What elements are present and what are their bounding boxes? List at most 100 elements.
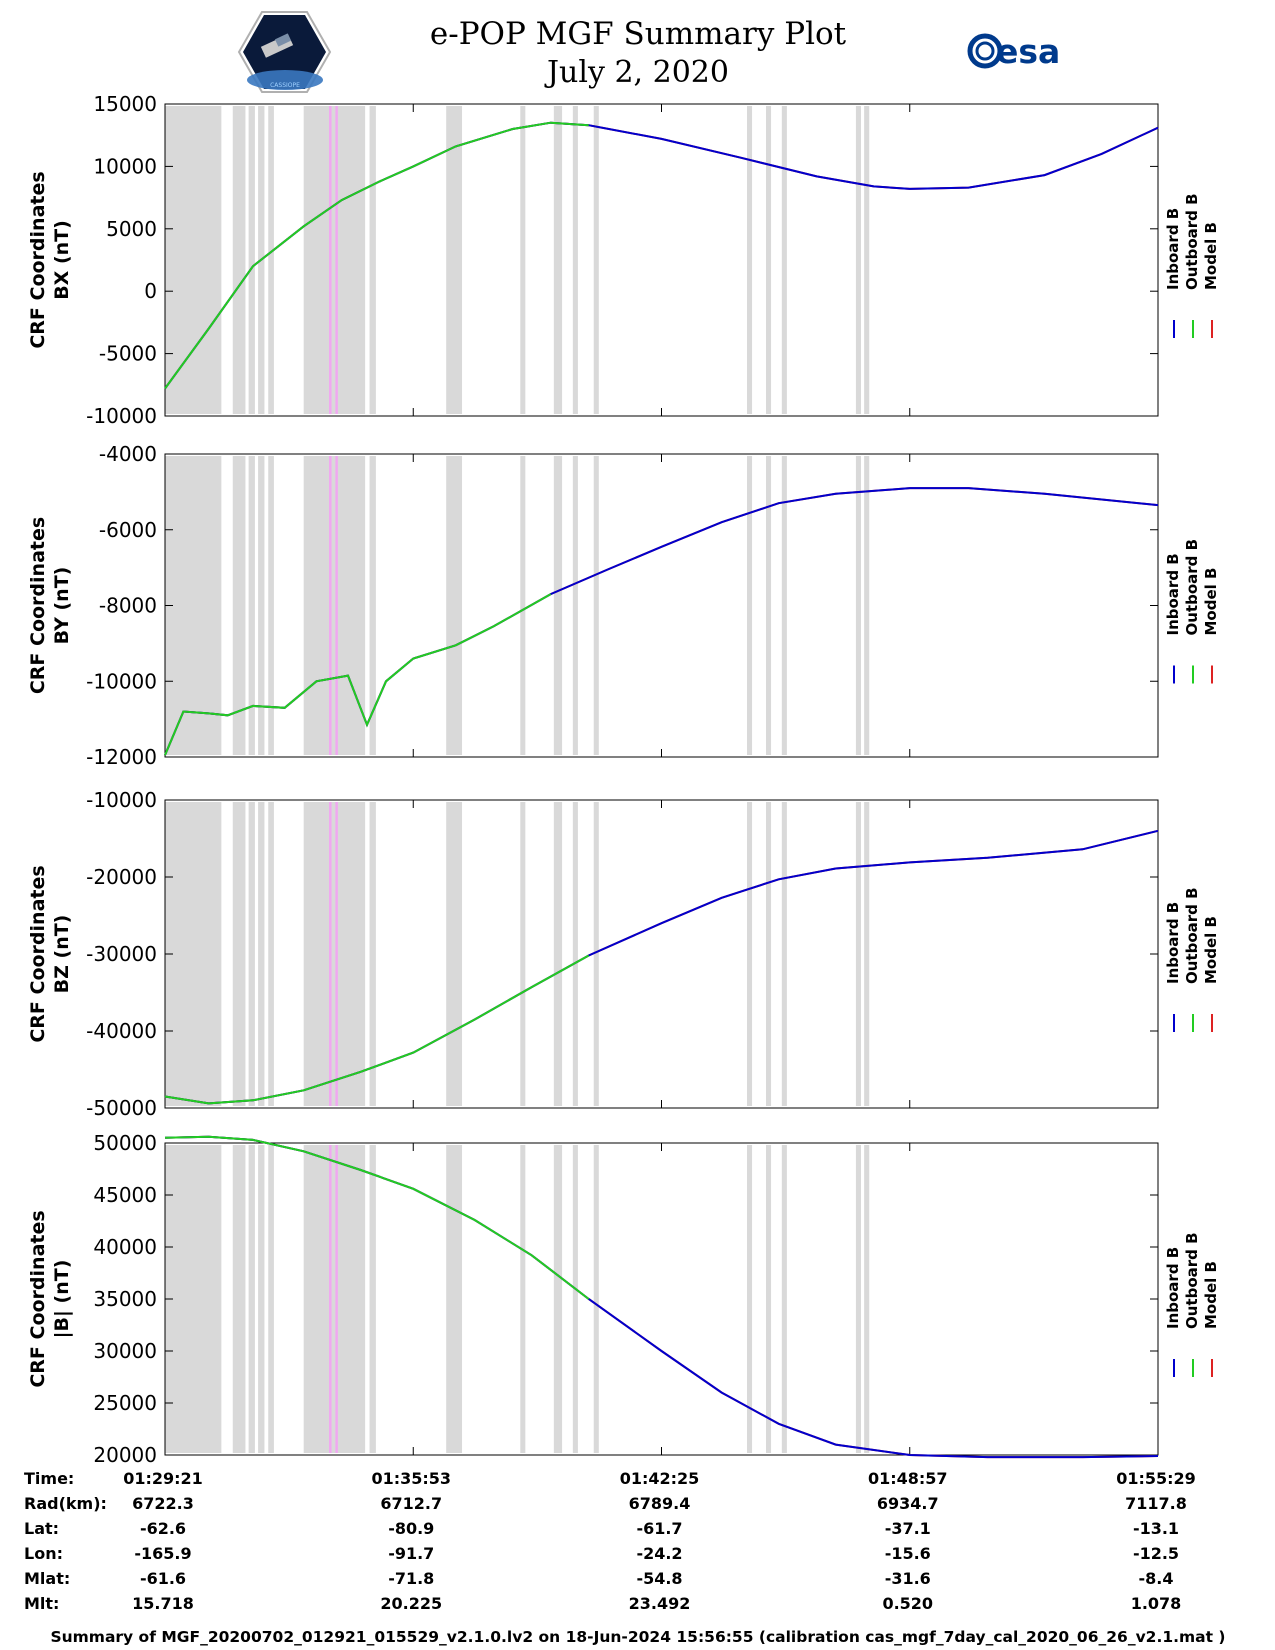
info-cell: 6712.7	[380, 1494, 442, 1513]
data-gap-band	[248, 106, 255, 414]
legend-label: Inboard B	[1164, 553, 1182, 635]
highlight-band	[329, 802, 332, 1106]
legend-label: Outboard B	[1183, 887, 1201, 984]
data-gap-band	[864, 1145, 870, 1453]
data-gap-band	[232, 106, 246, 414]
data-gap-band	[369, 802, 376, 1106]
data-gap-band	[446, 1145, 463, 1453]
data-gap-band	[864, 106, 870, 414]
info-cell: -91.7	[388, 1544, 434, 1563]
cassiope-logo: CASSIOPE	[237, 11, 332, 93]
y-tick-label: 15000	[93, 92, 157, 116]
data-gap-band	[855, 106, 861, 414]
esa-logo: esa	[967, 32, 1060, 71]
y-tick-label: -40000	[86, 1019, 157, 1043]
data-gap-band	[446, 456, 463, 755]
data-gap-band	[232, 1145, 246, 1453]
data-gap-band	[572, 106, 578, 414]
info-cell: 01:35:53	[371, 1469, 451, 1488]
info-cell: -31.6	[885, 1569, 931, 1588]
info-row-label: Mlt:	[24, 1594, 59, 1613]
y-tick-label: -10000	[86, 404, 157, 428]
data-gap-band	[303, 802, 366, 1106]
info-cell: -24.2	[636, 1544, 682, 1563]
footer-caption: Summary of MGF_20200702_012921_015529_v2…	[50, 1628, 1225, 1646]
y-tick-label: 30000	[93, 1339, 157, 1363]
y-axis-label: CRF Coordinates |B| (nT)	[27, 1210, 73, 1387]
y-tick-label: -5000	[99, 342, 157, 366]
y-tick-label: -12000	[86, 745, 157, 769]
data-gap-band	[553, 456, 563, 755]
info-cell: 01:48:57	[868, 1469, 948, 1488]
y-tick-label: 50000	[93, 1131, 157, 1155]
highlight-band	[329, 106, 332, 414]
y-tick-label: 45000	[93, 1183, 157, 1207]
info-cell: 0.520	[882, 1594, 933, 1613]
legend-label: Model B	[1202, 568, 1220, 636]
y-tick-label: 0	[144, 279, 157, 303]
esa-logo-text: esa	[996, 32, 1060, 71]
legend-label: Model B	[1202, 1261, 1220, 1329]
data-gap-band	[303, 456, 366, 755]
data-gap-band	[553, 1145, 563, 1453]
series-line-outboard-b	[164, 121, 589, 390]
legend-label: Outboard B	[1183, 1232, 1201, 1329]
y-axis-label-line: CRF Coordinates	[27, 171, 49, 348]
y-tick-label: 10000	[93, 154, 157, 178]
info-row-label: Time:	[24, 1469, 74, 1488]
data-gap-band	[781, 1145, 787, 1453]
y-tick-label: -50000	[86, 1096, 157, 1120]
data-gap-band	[165, 802, 222, 1106]
info-cell: 01:29:21	[123, 1469, 203, 1488]
info-cell: 6722.3	[132, 1494, 194, 1513]
cassiope-logo-text: CASSIOPE	[270, 82, 300, 89]
legend-label: Outboard B	[1183, 193, 1201, 290]
y-axis-label-line: CRF Coordinates	[27, 517, 49, 694]
info-row-label: Mlat:	[24, 1569, 70, 1588]
y-axis-label-line: BX (nT)	[51, 220, 73, 300]
info-cell: -13.1	[1133, 1519, 1179, 1538]
plot-title: e-POP MGF Summary Plot	[430, 16, 847, 52]
info-cell: -61.6	[140, 1569, 186, 1588]
y-tick-label: -20000	[86, 865, 157, 889]
info-cell: 23.492	[629, 1594, 691, 1613]
data-gap-band	[248, 802, 255, 1106]
data-gap-band	[165, 1145, 222, 1453]
info-cell: 6934.7	[877, 1494, 939, 1513]
data-gap-band	[520, 802, 526, 1106]
data-gap-band	[232, 456, 246, 755]
info-cell: 6789.4	[629, 1494, 691, 1513]
data-gap-band	[593, 106, 599, 414]
info-cell: 01:42:25	[620, 1469, 700, 1488]
y-tick-label: 25000	[93, 1391, 157, 1415]
data-gap-band	[864, 456, 870, 755]
data-gap-band	[248, 1145, 255, 1453]
data-gap-band	[855, 1145, 861, 1453]
info-cell: -71.8	[388, 1569, 434, 1588]
data-gap-band	[268, 1145, 274, 1453]
legend-label: Inboard B	[1164, 208, 1182, 290]
y-axis-label: CRF Coordinates BX (nT)	[27, 171, 73, 348]
panel-4: 50000 45000 40000 35000 30000 25000 20000 CRF C…	[27, 1131, 1220, 1467]
plot-date: July 2, 2020	[544, 55, 729, 90]
data-gap-band	[593, 456, 599, 755]
info-cell: -80.9	[388, 1519, 434, 1538]
data-gap-band	[765, 1145, 772, 1453]
data-gap-band	[781, 456, 787, 755]
data-gap-band	[268, 106, 274, 414]
info-cell: 7117.8	[1125, 1494, 1187, 1513]
data-gap-band	[553, 802, 563, 1106]
data-gap-band	[572, 456, 578, 755]
info-cell: -61.7	[636, 1519, 682, 1538]
highlight-band	[335, 106, 338, 414]
info-cell: -37.1	[885, 1519, 931, 1538]
info-cell: -62.6	[140, 1519, 186, 1538]
data-gap-band	[446, 106, 463, 414]
y-axis-label-line: CRF Coordinates	[27, 865, 49, 1042]
data-gap-band	[268, 456, 274, 755]
highlight-band	[329, 1145, 332, 1453]
info-cell: -8.4	[1139, 1569, 1174, 1588]
info-cell: -165.9	[134, 1544, 191, 1563]
series-line-outboard-b	[164, 593, 552, 756]
y-tick-label: -30000	[86, 942, 157, 966]
